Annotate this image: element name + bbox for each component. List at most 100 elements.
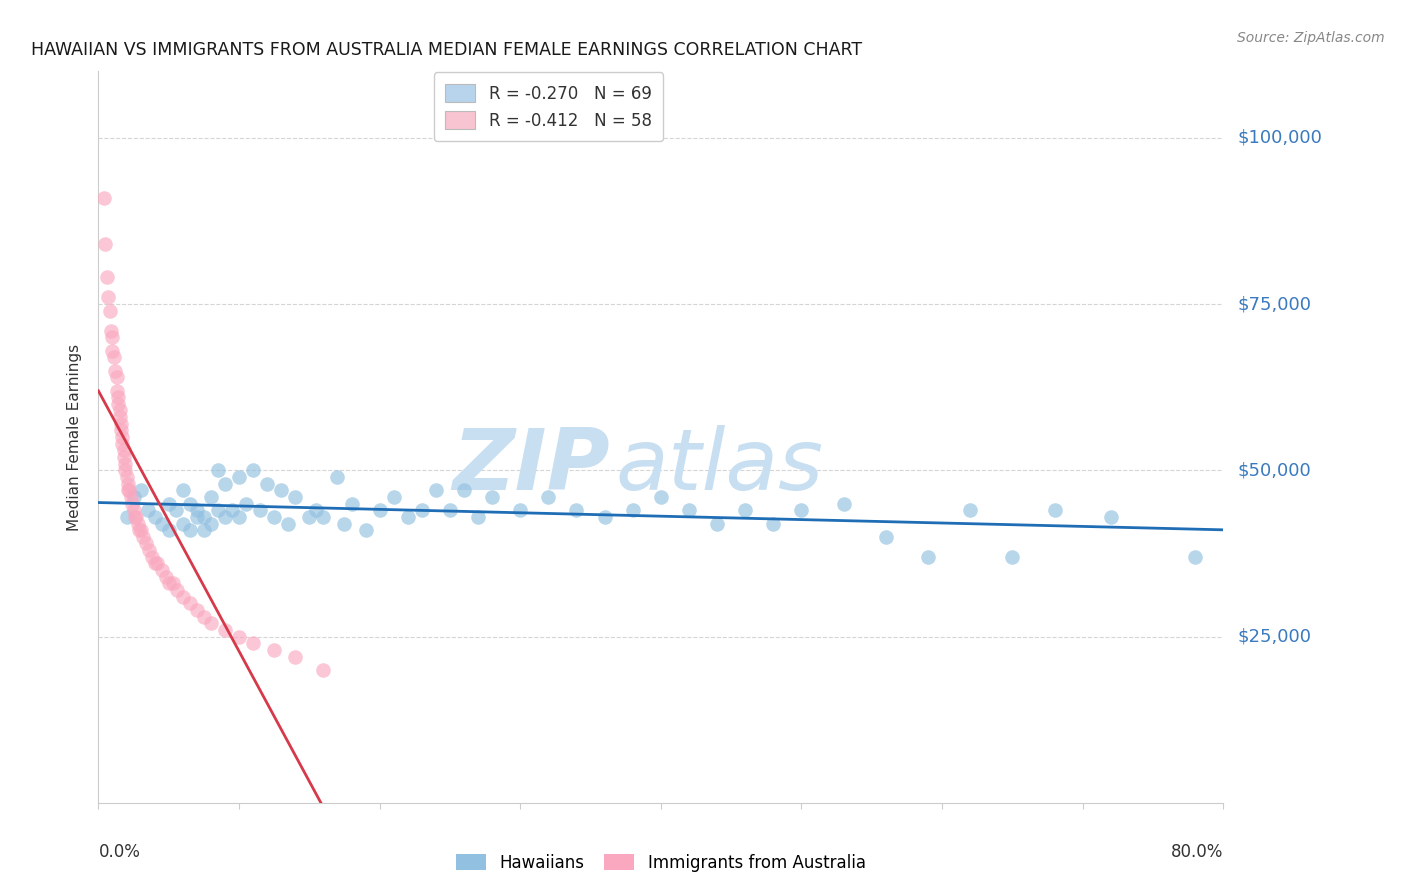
Point xyxy=(93,191,115,205)
Legend: Hawaiians, Immigrants from Australia: Hawaiians, Immigrants from Australia xyxy=(450,847,872,879)
Point xyxy=(537,490,560,504)
Text: 0.0%: 0.0% xyxy=(98,843,141,861)
Point xyxy=(312,509,335,524)
Point xyxy=(150,563,173,577)
Point xyxy=(832,497,855,511)
Point xyxy=(111,430,134,444)
Point xyxy=(453,483,475,498)
Point xyxy=(107,390,129,404)
Point xyxy=(112,443,135,458)
Point xyxy=(138,543,160,558)
Point xyxy=(172,516,194,531)
Point xyxy=(101,343,124,358)
Point xyxy=(214,476,236,491)
Y-axis label: Median Female Earnings: Median Female Earnings xyxy=(67,343,83,531)
Point xyxy=(101,330,124,344)
Point xyxy=(186,603,208,617)
Point xyxy=(481,490,503,504)
Point xyxy=(650,490,672,504)
Point xyxy=(228,470,250,484)
Point xyxy=(107,397,129,411)
Point xyxy=(467,509,489,524)
Point xyxy=(678,503,700,517)
Point xyxy=(621,503,644,517)
Point xyxy=(312,663,335,677)
Text: Source: ZipAtlas.com: Source: ZipAtlas.com xyxy=(1237,31,1385,45)
Point xyxy=(121,497,143,511)
Point xyxy=(193,609,215,624)
Point xyxy=(439,503,461,517)
Point xyxy=(509,503,531,517)
Point xyxy=(200,616,222,631)
Point xyxy=(114,457,136,471)
Point xyxy=(396,509,419,524)
Point xyxy=(157,576,180,591)
Point xyxy=(143,557,166,571)
Point xyxy=(110,424,132,438)
Point xyxy=(179,596,201,610)
Point xyxy=(368,503,391,517)
Point xyxy=(875,530,897,544)
Text: HAWAIIAN VS IMMIGRANTS FROM AUSTRALIA MEDIAN FEMALE EARNINGS CORRELATION CHART: HAWAIIAN VS IMMIGRANTS FROM AUSTRALIA ME… xyxy=(31,41,862,59)
Point xyxy=(157,497,180,511)
Point xyxy=(214,623,236,637)
Point xyxy=(593,509,616,524)
Point xyxy=(129,523,152,537)
Point xyxy=(186,503,208,517)
Point xyxy=(186,509,208,524)
Point xyxy=(100,324,122,338)
Point xyxy=(200,490,222,504)
Point xyxy=(115,509,138,524)
Point xyxy=(333,516,356,531)
Point xyxy=(200,516,222,531)
Point xyxy=(221,503,243,517)
Text: ZIP: ZIP xyxy=(453,425,610,508)
Point xyxy=(354,523,377,537)
Point xyxy=(105,370,128,384)
Point xyxy=(326,470,349,484)
Text: $100,000: $100,000 xyxy=(1237,128,1322,147)
Point xyxy=(263,509,285,524)
Text: atlas: atlas xyxy=(616,425,824,508)
Point xyxy=(1099,509,1122,524)
Point xyxy=(249,503,271,517)
Point xyxy=(120,490,142,504)
Point xyxy=(150,516,173,531)
Point xyxy=(425,483,447,498)
Point xyxy=(115,470,138,484)
Point xyxy=(129,483,152,498)
Point xyxy=(270,483,292,498)
Point xyxy=(105,384,128,398)
Point xyxy=(110,417,132,431)
Point xyxy=(706,516,728,531)
Point xyxy=(136,503,159,517)
Point xyxy=(124,509,146,524)
Point xyxy=(143,509,166,524)
Point xyxy=(112,450,135,464)
Point xyxy=(284,490,307,504)
Point xyxy=(135,536,157,550)
Point xyxy=(235,497,257,511)
Point xyxy=(96,270,118,285)
Point xyxy=(256,476,278,491)
Point xyxy=(228,630,250,644)
Point xyxy=(97,290,120,304)
Point xyxy=(263,643,285,657)
Point xyxy=(128,523,150,537)
Point xyxy=(141,549,163,564)
Point xyxy=(193,509,215,524)
Point xyxy=(166,582,188,597)
Point xyxy=(305,503,328,517)
Point xyxy=(172,483,194,498)
Text: $50,000: $50,000 xyxy=(1237,461,1310,479)
Point xyxy=(193,523,215,537)
Point xyxy=(165,503,187,517)
Point xyxy=(108,403,131,417)
Point xyxy=(118,483,141,498)
Point xyxy=(122,503,145,517)
Point xyxy=(411,503,433,517)
Point xyxy=(228,509,250,524)
Point xyxy=(242,463,264,477)
Point xyxy=(917,549,939,564)
Point xyxy=(1043,503,1066,517)
